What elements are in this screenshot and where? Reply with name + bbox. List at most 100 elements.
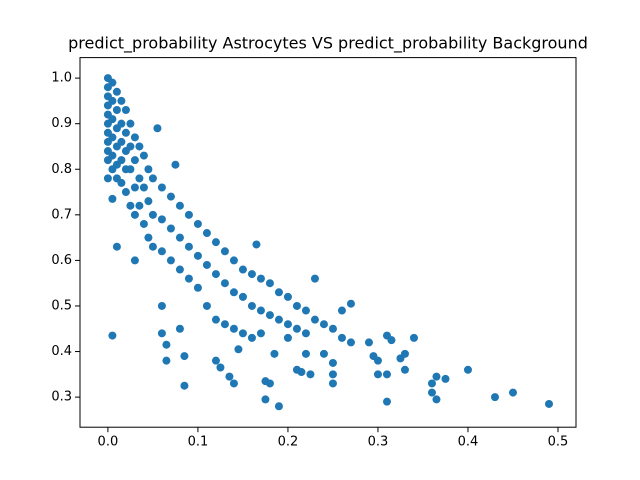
point — [346, 299, 355, 308]
point — [184, 242, 193, 251]
point — [112, 106, 121, 115]
point — [126, 201, 135, 210]
point — [126, 142, 135, 151]
point — [157, 301, 166, 310]
point — [175, 201, 184, 210]
point — [144, 233, 153, 242]
y-tick-label: 0.5 — [51, 298, 72, 313]
point — [202, 301, 211, 310]
point — [108, 78, 117, 87]
point — [193, 283, 202, 292]
point — [319, 349, 328, 358]
point — [130, 256, 139, 265]
point — [292, 324, 301, 333]
point — [337, 306, 346, 315]
point — [193, 251, 202, 260]
y-tick-label: 0.4 — [51, 344, 72, 359]
point — [238, 292, 247, 301]
point — [211, 270, 220, 279]
point — [490, 393, 499, 402]
point — [328, 358, 337, 367]
point — [103, 174, 112, 183]
point — [508, 388, 517, 397]
point — [162, 340, 171, 349]
point — [292, 301, 301, 310]
point — [319, 320, 328, 329]
point — [310, 315, 319, 324]
x-tick-label: 0.2 — [278, 435, 299, 450]
point — [117, 178, 126, 187]
point — [108, 151, 117, 160]
point — [373, 370, 382, 379]
point — [270, 349, 279, 358]
point — [441, 374, 450, 383]
x-tick-label: 0.0 — [98, 435, 119, 450]
point — [139, 183, 148, 192]
x-tick-label: 0.5 — [548, 435, 569, 450]
point — [252, 240, 261, 249]
point — [306, 370, 315, 379]
point — [126, 119, 135, 128]
point — [463, 365, 472, 374]
point — [274, 315, 283, 324]
point — [261, 395, 270, 404]
y-tick-label: 0.8 — [51, 162, 72, 177]
point — [265, 311, 274, 320]
point — [229, 379, 238, 388]
point — [364, 338, 373, 347]
point — [202, 229, 211, 238]
point — [180, 352, 189, 361]
point — [382, 370, 391, 379]
point — [175, 265, 184, 274]
point — [171, 160, 180, 169]
point — [121, 188, 130, 197]
y-tick-label: 0.9 — [51, 116, 72, 131]
point — [283, 333, 292, 342]
point — [220, 320, 229, 329]
point — [283, 320, 292, 329]
point — [328, 379, 337, 388]
point — [211, 238, 220, 247]
point — [220, 247, 229, 256]
point — [108, 96, 117, 105]
point — [135, 174, 144, 183]
point — [108, 194, 117, 203]
point — [202, 260, 211, 269]
point — [135, 142, 144, 151]
point — [130, 183, 139, 192]
point — [310, 274, 319, 283]
point — [157, 215, 166, 224]
point — [274, 402, 283, 411]
point — [256, 306, 265, 315]
point — [432, 372, 441, 381]
point — [148, 174, 157, 183]
point — [193, 219, 202, 228]
y-tick-label: 0.6 — [51, 253, 72, 268]
point — [157, 329, 166, 338]
point — [139, 151, 148, 160]
point — [225, 372, 234, 381]
point — [148, 210, 157, 219]
point — [373, 356, 382, 365]
point — [211, 315, 220, 324]
point — [166, 224, 175, 233]
y-tick-label: 0.7 — [51, 207, 72, 222]
point — [112, 87, 121, 96]
chart-title: predict_probability Astrocytes VS predic… — [68, 34, 588, 54]
point — [144, 197, 153, 206]
point — [238, 265, 247, 274]
point — [117, 119, 126, 128]
point — [409, 333, 418, 342]
y-tick-label: 0.3 — [51, 390, 72, 405]
point — [382, 397, 391, 406]
point — [247, 270, 256, 279]
point — [166, 192, 175, 201]
point — [297, 368, 306, 377]
point — [301, 349, 310, 358]
point — [121, 128, 130, 137]
point — [301, 329, 310, 338]
point — [238, 329, 247, 338]
point — [166, 256, 175, 265]
